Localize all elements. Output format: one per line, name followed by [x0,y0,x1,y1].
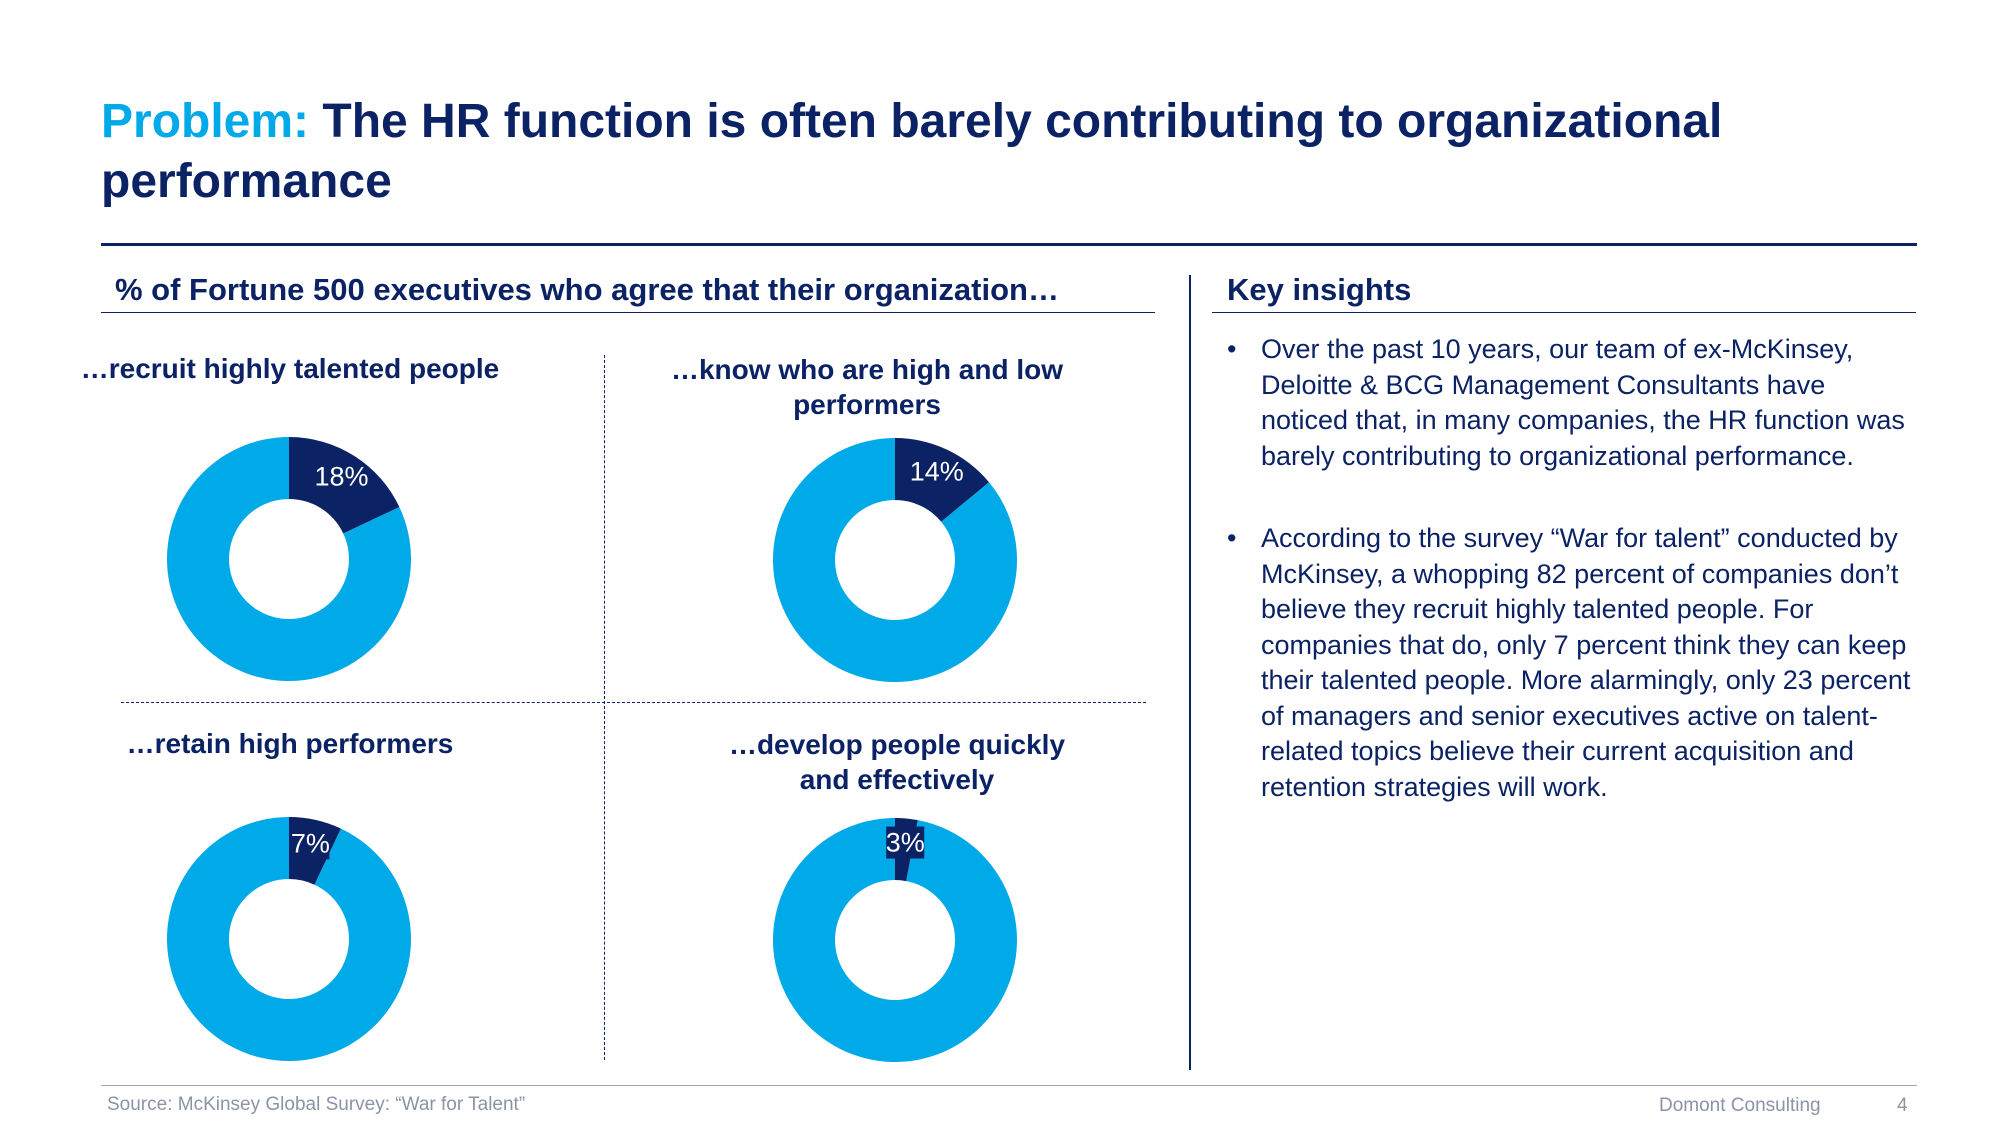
footer-divider [101,1085,1917,1086]
donut-title-recruit: …recruit highly talented people [80,353,500,384]
donut-title-know: …know who are high and low performers [670,354,1063,420]
insight-item: • According to the survey “War for talen… [1227,521,1917,805]
bullet-icon: • [1227,523,1237,553]
insight-text: Over the past 10 years, our team of ex-M… [1261,334,1905,471]
donut-slice-other [773,818,1017,1062]
title-text: The HR function is often barely contribu… [101,95,1723,208]
insight-item: • Over the past 10 years, our team of ex… [1227,332,1917,474]
donut-value-label: 3% [886,828,925,858]
donut-value-label: 18% [314,461,368,491]
donut-chart-develop: 3% [773,818,1017,1062]
bullet-icon: • [1227,334,1237,364]
donut-value-label: 7% [291,828,330,858]
donut-title-develop: …develop people quickly and effectively [728,729,1066,795]
insight-text: According to the survey “War for talent”… [1261,523,1911,802]
donut-label-background [886,826,925,859]
donut-chart-know: 14% [773,438,1017,682]
charts-heading: % of Fortune 500 executives who agree th… [115,272,1059,307]
quadrant-horizontal-divider [121,702,1146,703]
donut-slice-other [166,817,411,1061]
title-divider [101,243,1917,246]
donut-slice-other [167,437,411,681]
source-note: Source: McKinsey Global Survey: “War for… [107,1094,526,1115]
insights-list: • Over the past 10 years, our team of ex… [1227,332,1917,852]
donut-title-retain: …retain high performers [126,728,454,759]
column-divider [1189,275,1191,1070]
donut-chart-recruit: 18% [167,437,411,681]
page-number: 4 [1897,1095,1908,1116]
donut-slice-other [773,438,1017,682]
title-accent: Problem: [101,95,310,148]
donut-label-background [291,827,330,860]
donut-slice-agree [895,438,990,522]
company-name: Domont Consulting [1659,1095,1821,1116]
insights-heading-rule [1212,312,1916,313]
charts-heading-rule [101,312,1155,313]
donut-slice-agree [289,437,400,534]
insights-heading: Key insights [1227,272,1412,307]
quadrant-vertical-divider [604,355,605,1060]
donut-chart-retain: 7% [166,817,411,1061]
page-title: Problem: The HR function is often barely… [101,92,1941,212]
donut-value-label: 14% [910,456,964,486]
